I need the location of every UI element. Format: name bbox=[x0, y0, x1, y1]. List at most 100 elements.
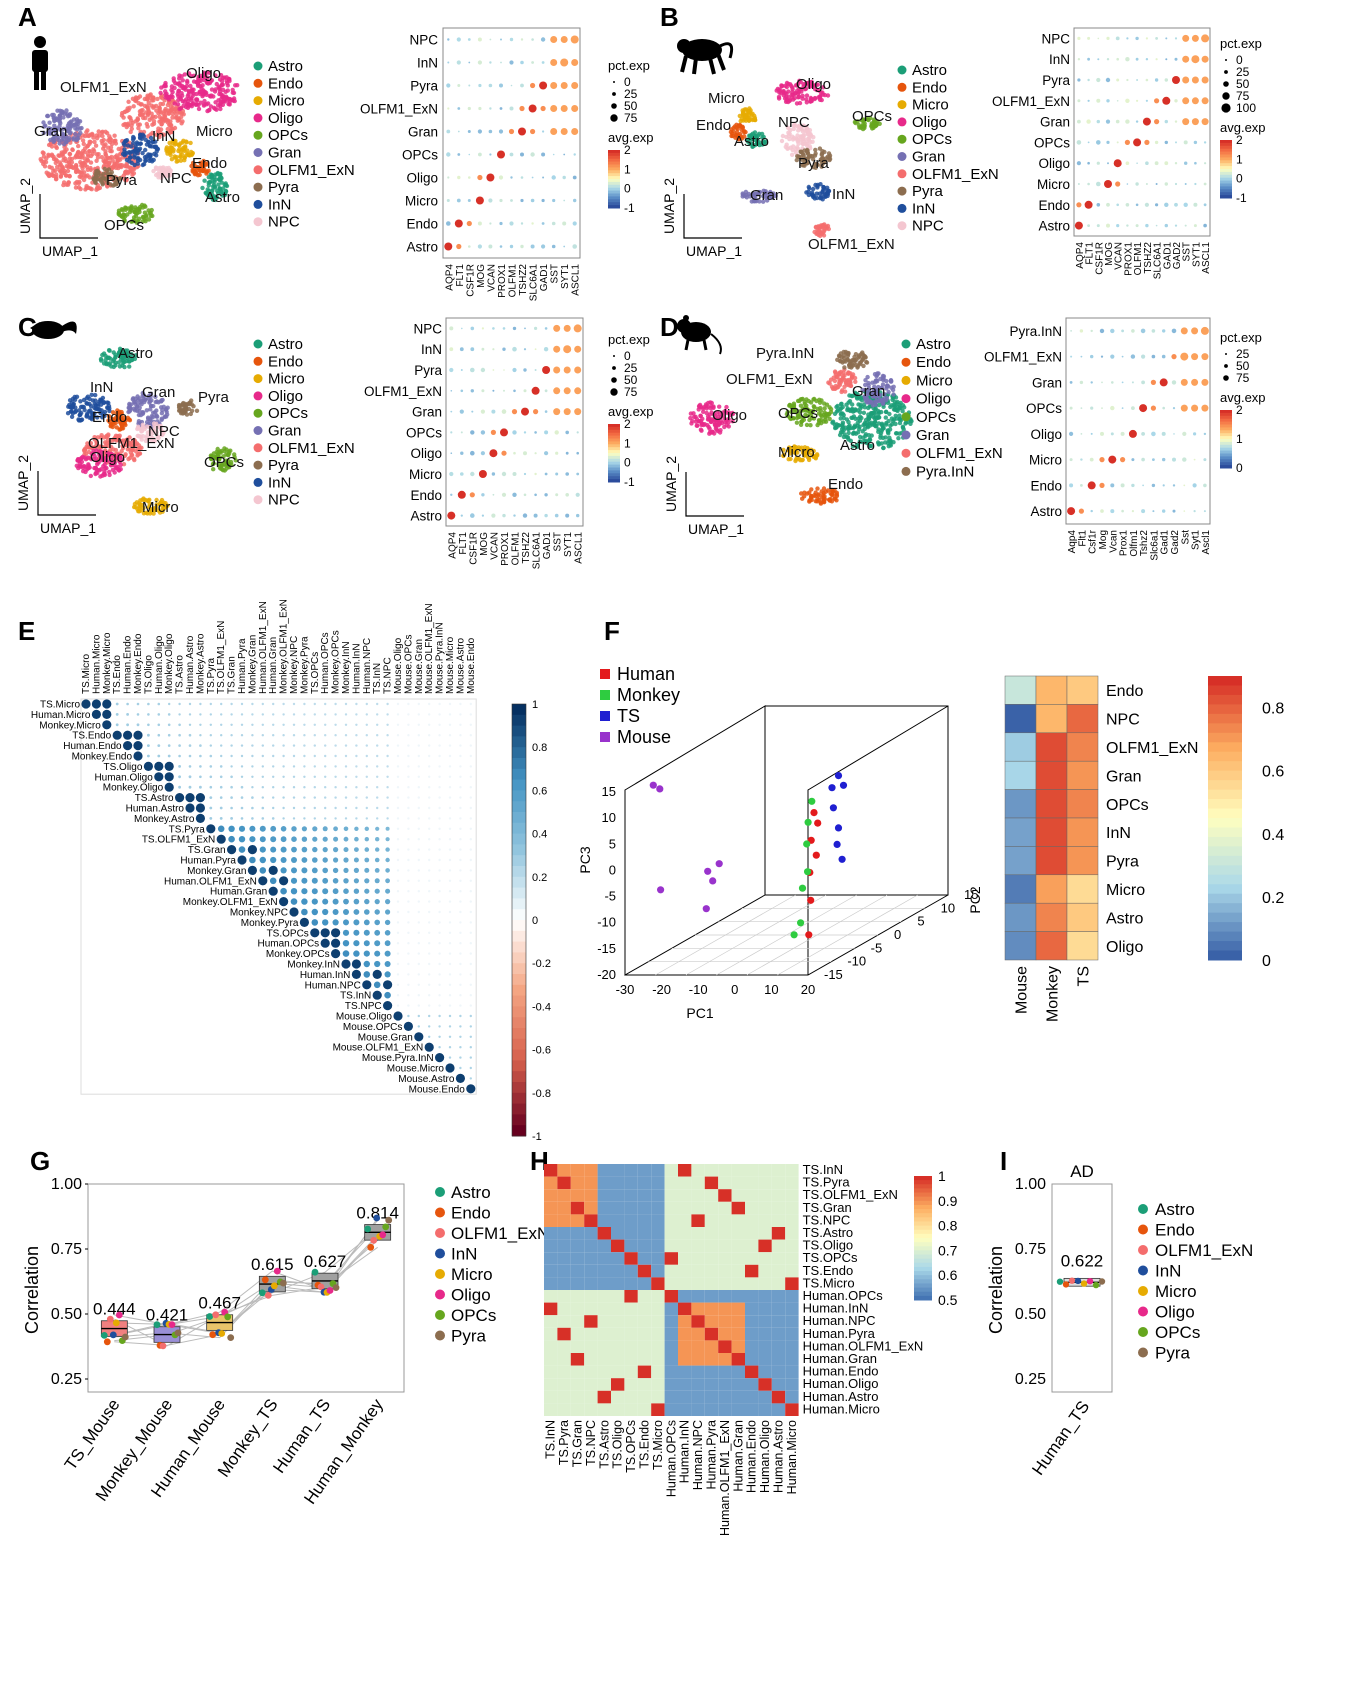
dotplot-dot bbox=[1096, 181, 1101, 187]
panel-label-G: G bbox=[30, 1146, 50, 1176]
dotplot-dot bbox=[512, 346, 517, 352]
corr-dot bbox=[301, 857, 308, 863]
dotplot-dot bbox=[1116, 100, 1119, 102]
dotplot-dot bbox=[456, 37, 461, 42]
dotplot-dot bbox=[1164, 161, 1169, 166]
colorbar-segment bbox=[608, 461, 620, 466]
dotplot-dot bbox=[1201, 97, 1209, 105]
cell-point bbox=[106, 138, 111, 143]
corr-dot bbox=[259, 867, 267, 874]
dotplot-dot bbox=[1194, 161, 1197, 165]
dotplot-row-label: InN bbox=[417, 56, 438, 71]
dotplot-row-label: Endo bbox=[1038, 198, 1070, 213]
dotplot-dot bbox=[461, 327, 463, 330]
corr-dot bbox=[428, 900, 431, 903]
dotplot-dot bbox=[1080, 355, 1083, 358]
cell-point bbox=[78, 186, 83, 192]
dotplot-dot bbox=[1162, 96, 1171, 105]
cell-point bbox=[825, 223, 831, 229]
corr-dot bbox=[324, 775, 327, 778]
corr-dot bbox=[188, 754, 192, 758]
dotplot-dot bbox=[534, 348, 537, 351]
cell-point bbox=[807, 144, 812, 149]
dotplot-dot bbox=[1164, 119, 1169, 124]
dotplot-dot bbox=[544, 410, 548, 413]
cell-point bbox=[52, 168, 58, 173]
cell-point bbox=[76, 132, 82, 138]
legend-label: Endo bbox=[912, 79, 947, 96]
dotplot-dot bbox=[1201, 353, 1209, 361]
cell-point bbox=[182, 405, 188, 410]
cell-point bbox=[832, 411, 838, 416]
cell-point bbox=[148, 213, 154, 218]
cell-point bbox=[142, 203, 147, 208]
dotplot-frame bbox=[1073, 27, 1211, 237]
corr-dot bbox=[448, 848, 452, 851]
dotplot-row-label: InN bbox=[1049, 52, 1070, 67]
dotplot-dot bbox=[468, 84, 471, 87]
corr-dot bbox=[344, 806, 348, 810]
dotplot-dot bbox=[509, 221, 514, 226]
corr-dot bbox=[303, 775, 306, 778]
dotplot-dot bbox=[1077, 36, 1081, 41]
cell-point bbox=[66, 121, 72, 126]
cell-point bbox=[142, 210, 148, 215]
cluster-label: Micro bbox=[142, 499, 179, 516]
corr-dot bbox=[396, 796, 400, 799]
cell-point bbox=[79, 151, 85, 157]
corr-dot bbox=[448, 900, 452, 903]
cell-point bbox=[137, 135, 143, 140]
cell-point bbox=[891, 440, 896, 445]
dotplot-color-title: avg.exp bbox=[1220, 390, 1266, 405]
dotplot-dot bbox=[1135, 57, 1139, 61]
cell-point bbox=[123, 206, 129, 211]
corr-dot bbox=[280, 846, 287, 853]
panel-label-I: I bbox=[1000, 1146, 1007, 1176]
corr-dot bbox=[270, 856, 277, 864]
corr-dot bbox=[237, 855, 247, 865]
dotplot-dot bbox=[447, 61, 450, 64]
legend-key bbox=[897, 65, 907, 75]
corr-dot bbox=[332, 888, 339, 895]
legend-key bbox=[253, 130, 263, 140]
corr-dot bbox=[164, 782, 174, 792]
dotplot-row-label: Gran bbox=[1040, 115, 1070, 130]
panel-label-F: F bbox=[604, 616, 620, 646]
dotplot-dot bbox=[1152, 458, 1155, 461]
corr-dot bbox=[344, 734, 348, 737]
dotplot-dot bbox=[1130, 354, 1136, 359]
dotplot-dot bbox=[550, 105, 558, 112]
dotplot-dot bbox=[534, 472, 537, 476]
cell-point bbox=[71, 137, 76, 142]
panel-label-A: A bbox=[18, 2, 37, 32]
dotplot-dot bbox=[560, 58, 569, 67]
cell-point bbox=[97, 177, 103, 182]
corr-dot bbox=[324, 734, 327, 737]
cell-point bbox=[871, 410, 876, 415]
corr-dot bbox=[136, 713, 140, 716]
legend-label: InN bbox=[912, 200, 935, 217]
dotplot-dot bbox=[1110, 483, 1115, 488]
dotplot-gene-label: AQP4 bbox=[444, 264, 455, 291]
dotplot-dot bbox=[1151, 483, 1156, 488]
cell-point bbox=[812, 196, 817, 201]
colorbar-segment bbox=[1220, 189, 1232, 193]
corr-dot bbox=[282, 817, 285, 820]
dotplot-dot bbox=[534, 452, 537, 455]
cell-point bbox=[93, 398, 98, 403]
corr-dot bbox=[251, 744, 254, 747]
cell-point bbox=[136, 126, 141, 131]
colorbar-tick: 0 bbox=[1236, 172, 1243, 186]
cell-point bbox=[194, 408, 200, 413]
cell-point bbox=[80, 404, 85, 409]
cell-point bbox=[798, 134, 803, 139]
corr-dot bbox=[343, 826, 349, 832]
legend-key bbox=[901, 430, 911, 440]
cell-point bbox=[127, 150, 132, 155]
corr-dot bbox=[292, 806, 296, 810]
cell-point bbox=[154, 153, 159, 158]
corr-dot bbox=[407, 890, 410, 893]
colorbar-segment bbox=[608, 155, 620, 160]
cell-point bbox=[819, 398, 824, 403]
dotplot-dot bbox=[1090, 354, 1094, 359]
